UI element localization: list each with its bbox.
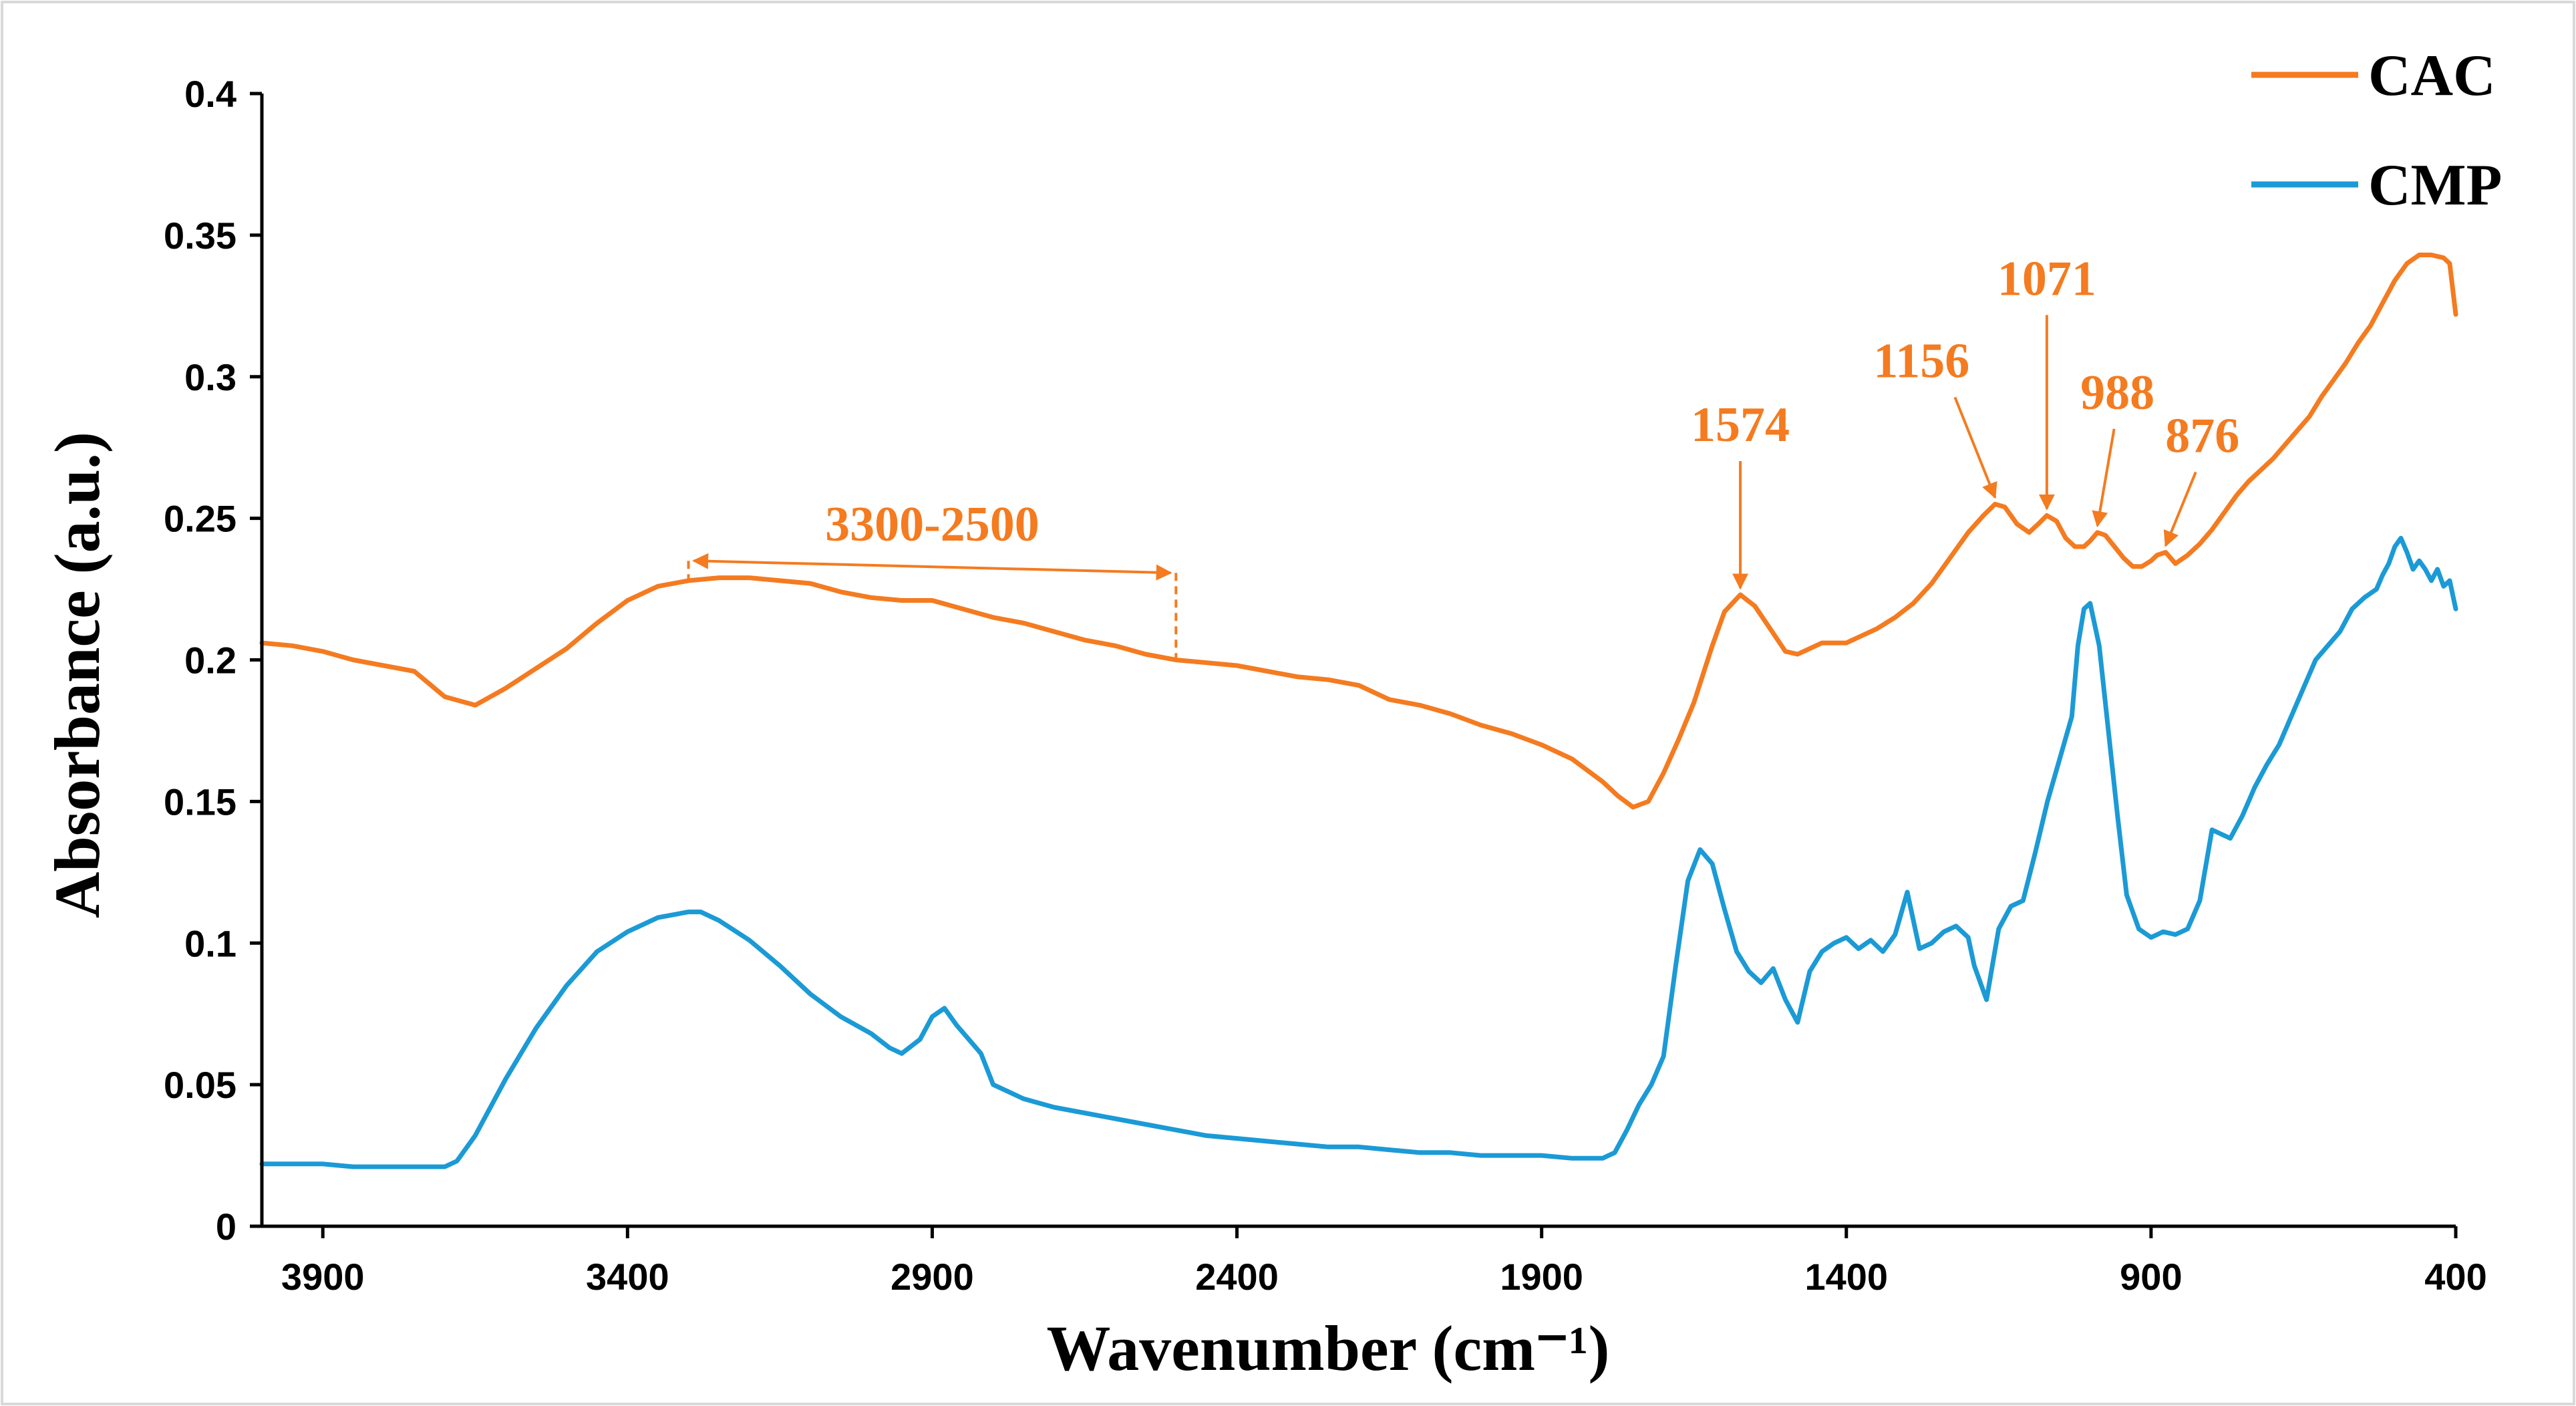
legend-label-cac: CAC xyxy=(2368,43,2496,108)
x-tick-label: 900 xyxy=(2120,1256,2182,1298)
y-tick-label: 0.1 xyxy=(184,922,236,964)
x-tick-label: 2900 xyxy=(891,1256,974,1298)
legend: CAC CMP xyxy=(2251,43,2502,218)
peak-label-988: 988 xyxy=(2080,366,2154,420)
x-tick-label: 1900 xyxy=(1500,1256,1583,1298)
x-tick-label: 400 xyxy=(2424,1256,2486,1298)
x-tick-label: 3900 xyxy=(281,1256,365,1298)
y-tick-label: 0.3 xyxy=(184,356,236,398)
series-group xyxy=(259,253,2458,1169)
peak-label-1156: 1156 xyxy=(1873,333,1969,388)
y-tick-label: 0.35 xyxy=(164,215,236,257)
peak-label-1071: 1071 xyxy=(1997,251,2096,306)
series-line-cac xyxy=(259,253,2458,810)
x-tick-label: 2400 xyxy=(1195,1256,1279,1298)
y-axis-title: Absorbance (a.u.) xyxy=(41,432,113,918)
peak-arrow-1156 xyxy=(1953,396,1997,499)
peak-arrow-876 xyxy=(2163,471,2197,547)
y-tick-label: 0 xyxy=(216,1206,236,1248)
x-axis-title: Wavenumber (cm⁻¹) xyxy=(1047,1312,1610,1384)
y-tick-label: 0.05 xyxy=(164,1064,236,1106)
legend-label-cmp: CMP xyxy=(2368,153,2502,218)
peak-arrow-988 xyxy=(2092,428,2116,528)
range-label: 3300-2500 xyxy=(825,497,1039,552)
peak-label-876: 876 xyxy=(2165,408,2239,463)
y-tick-label: 0.4 xyxy=(184,73,236,115)
axes-group: 0 0.05 0.1 0.15 0.2 0.25 0.3 0.35 0.4 3900 3400 290… xyxy=(164,73,2487,1298)
peak-label-1574: 1574 xyxy=(1691,398,1790,452)
x-tick-label: 3400 xyxy=(586,1256,669,1298)
x-tick-label: 1400 xyxy=(1804,1256,1888,1298)
y-tick-label: 0.15 xyxy=(164,781,236,823)
y-tick-label: 0.25 xyxy=(164,498,236,540)
series-line-cmp xyxy=(259,535,2458,1169)
range-arrow xyxy=(692,553,1172,581)
y-tick-label: 0.2 xyxy=(184,640,236,682)
